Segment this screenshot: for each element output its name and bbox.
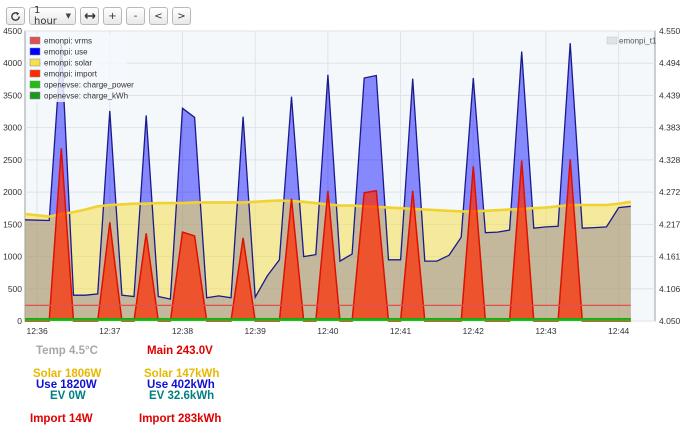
chevron-down-icon: ▼ (65, 12, 71, 20)
main-voltage-stat: Main 243.0V (147, 345, 213, 357)
x-tick-label: 12:43 (535, 326, 557, 336)
solar-energy-stat: Solar 147kWh (144, 368, 220, 380)
legend-label: emonpi: solar (44, 59, 92, 68)
y-tick-label: 3000 (3, 123, 22, 133)
legend-right-swatch (606, 36, 618, 45)
prev-button[interactable]: < (149, 7, 168, 25)
y-tick-label: 2000 (3, 187, 22, 197)
legend-swatch (29, 80, 41, 89)
legend-right-label: emonpi_t1 (619, 37, 657, 46)
y-tick-label: 1000 (3, 252, 22, 262)
x-tick-label: 12:38 (172, 326, 194, 336)
y2-tick-label: 4.161 (659, 252, 681, 262)
import-energy-stat: Import 283kWh (139, 413, 222, 425)
y2-tick-label: 4.328 (659, 155, 681, 165)
y2-tick-label: 4.050 (659, 316, 681, 326)
legend-label: openevse: charge_kWh (44, 92, 128, 101)
x-tick-label: 12:44 (608, 326, 630, 336)
y2-tick-label: 4.272 (659, 187, 681, 197)
y-tick-label: 500 (8, 284, 22, 294)
ev-energy-stat: EV 32.6kWh (149, 390, 215, 402)
y2-tick-label: 4.494 (659, 58, 681, 68)
ev-power-stat: EV 0W (50, 390, 86, 402)
y2-tick-label: 4.383 (659, 123, 681, 133)
legend-swatch (29, 91, 41, 100)
y-tick-label: 2500 (3, 155, 22, 165)
zoom-out-button[interactable]: - (126, 7, 145, 25)
legend-swatch (29, 47, 41, 56)
legend: emonpi: vrms emonpi: use emonpi: solar emon… (27, 34, 134, 102)
legend-label: emonpi: vrms (44, 37, 92, 46)
time-range-value: 1 hour (34, 5, 57, 27)
temp-stat: Temp 4.5°C (36, 345, 98, 357)
y-tick-label: 0 (17, 316, 22, 326)
chart: 0 500 1000 1500 2000 2500 3000 3500 4000 4500 4.05… (3, 28, 681, 336)
expand-button[interactable] (80, 7, 99, 25)
y2-tick-label: 4.550 (659, 28, 681, 36)
y2-tick-label: 4.106 (659, 284, 681, 294)
import-line (25, 148, 631, 322)
y-tick-label: 4500 (3, 28, 22, 36)
legend-swatch (29, 58, 41, 67)
x-tick-label: 12:41 (390, 326, 412, 336)
legend-label: openevse: charge_power (44, 81, 134, 90)
use-power-stat: Use 1820W (36, 379, 97, 391)
x-tick-label: 12:37 (99, 326, 121, 336)
legend-label: emonpi: import (44, 70, 98, 79)
time-range-select[interactable]: 1 hour ▼ (29, 5, 76, 27)
solar-power-stat: Solar 1806W (33, 368, 102, 380)
x-tick-label: 12:42 (463, 326, 485, 336)
next-button[interactable]: > (172, 7, 191, 25)
x-tick-label: 12:40 (317, 326, 339, 336)
expand-horizontal-icon (84, 13, 95, 19)
use-energy-stat: Use 402kWh (147, 379, 215, 391)
refresh-button[interactable] (6, 7, 25, 25)
y-tick-label: 3500 (3, 90, 22, 100)
chart-toolbar: 1 hour ▼ + - < > (6, 5, 191, 27)
legend-swatch (29, 36, 41, 45)
use-line (24, 43, 631, 300)
y2-tick-label: 4.217 (659, 219, 681, 229)
stats-panel: Temp 4.5°C Main 243.0V Solar 1806W Solar… (0, 340, 690, 436)
legend-label: emonpi: use (44, 48, 88, 57)
y2-tick-label: 4.439 (659, 90, 681, 100)
y-tick-label: 4000 (3, 58, 22, 68)
refresh-icon (11, 11, 20, 21)
x-tick-label: 12:36 (26, 326, 48, 336)
solar-line (24, 199, 632, 218)
import-power-stat: Import 14W (30, 413, 93, 425)
y-tick-label: 1500 (3, 219, 22, 229)
legend-box (27, 34, 127, 102)
x-tick-label: 12:39 (245, 326, 267, 336)
legend-swatch (29, 69, 41, 78)
zoom-in-button[interactable]: + (103, 7, 122, 25)
